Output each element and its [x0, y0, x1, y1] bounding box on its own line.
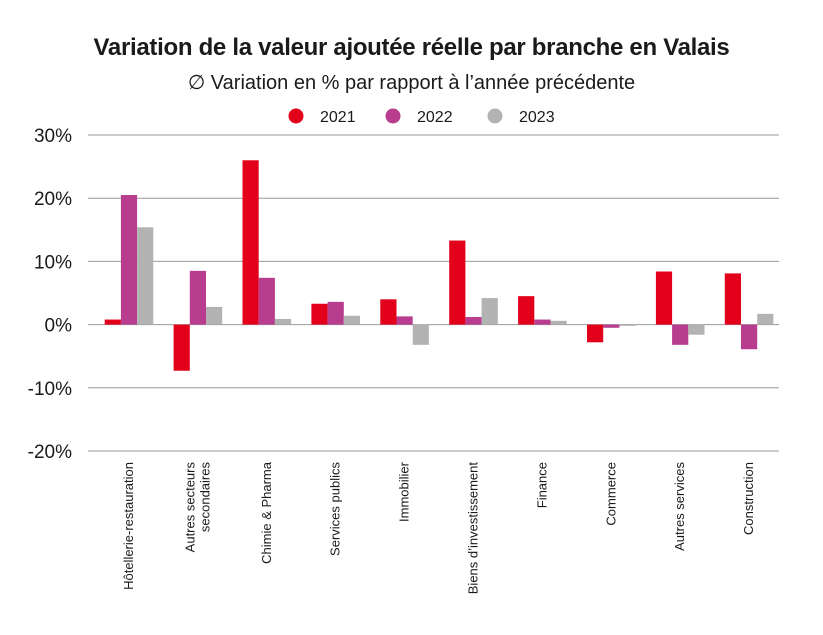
y-axis-ticks: 30% 20% 10% 0% -10% -20%: [28, 126, 72, 463]
bar-2022: [672, 324, 689, 345]
x-category-text: Construction: [741, 462, 756, 535]
x-category-text: Hôtellerie-restauration: [121, 462, 136, 590]
legend-label: 2023: [519, 109, 555, 126]
x-category-label: Construction: [741, 462, 756, 535]
x-category-text: Biens d’investissement: [466, 462, 481, 595]
x-category-label: Immobilier: [397, 461, 412, 522]
y-tick-label: -10%: [28, 379, 72, 400]
bar-2021: [655, 271, 673, 325]
x-axis-categories: Hôtellerie-restauration Autres secteurs se…: [121, 461, 756, 594]
bar-2021: [173, 324, 190, 371]
bar-2023: [412, 324, 429, 345]
bar-2021: [311, 303, 328, 325]
y-tick-label: 30%: [34, 126, 72, 147]
x-category-text: Services publics: [328, 462, 343, 556]
bar-2021: [587, 324, 604, 343]
x-category-text: Chimie & Pharma: [259, 461, 274, 564]
y-tick-label: -20%: [28, 442, 72, 463]
bar-2021: [518, 296, 535, 325]
bar-2023: [550, 320, 567, 325]
bar-2022: [465, 317, 482, 325]
bar-2023: [206, 306, 223, 325]
bars: [104, 160, 774, 371]
chart-subtitle: ∅ Variation en % par rapport à l’année p…: [187, 72, 636, 94]
bar-2023: [343, 315, 360, 325]
x-category-label: Autres secteurs secondaires: [182, 462, 212, 553]
bar-2021: [724, 273, 741, 325]
x-category-label: Hôtellerie-restauration: [121, 462, 136, 590]
legend: 2021 2022 2023: [288, 108, 555, 126]
x-category-text: Finance: [534, 462, 549, 508]
chart-title: Variation de la valeur ajoutée réelle pa…: [93, 34, 730, 61]
legend-label: 2022: [417, 109, 453, 126]
bar-2021: [242, 160, 259, 325]
bar-2022: [189, 270, 206, 325]
y-tick-label: 10%: [34, 252, 72, 273]
bar-2022: [741, 324, 758, 350]
bar-2023: [137, 227, 154, 325]
legend-label: 2021: [320, 109, 356, 126]
x-category-label: Commerce: [603, 462, 618, 526]
x-category-label: Services publics: [328, 462, 343, 556]
legend-marker-2022: [385, 108, 401, 124]
x-category-label: Finance: [534, 462, 549, 508]
x-category-text: Autres services: [672, 462, 687, 551]
bar-2022: [396, 316, 413, 325]
bar-2023: [274, 318, 292, 325]
bar-2021: [380, 299, 397, 325]
bar-2021: [449, 240, 466, 325]
bar-2022: [603, 324, 620, 328]
y-tick-label: 20%: [34, 189, 72, 210]
x-category-label: Biens d’investissement: [466, 462, 481, 595]
x-category-label: Autres services: [672, 462, 687, 551]
y-tick-label: 0%: [45, 316, 73, 337]
bar-2022: [258, 277, 275, 325]
bar-2022: [327, 301, 344, 325]
bar-2023: [757, 313, 774, 325]
bar-2023: [481, 298, 498, 325]
x-category-label: Chimie & Pharma: [259, 461, 274, 564]
x-category-text: secondaires: [197, 462, 212, 533]
x-category-text: Commerce: [603, 462, 618, 526]
bar-2023: [688, 324, 705, 335]
legend-marker-2023: [487, 108, 503, 124]
legend-marker-2021: [288, 108, 304, 124]
x-category-text: Immobilier: [397, 461, 412, 522]
bar-2022: [534, 319, 551, 325]
bar-2023: [619, 324, 636, 326]
bar-2022: [120, 195, 138, 325]
bar-2021: [104, 319, 121, 325]
x-category-text: Autres secteurs: [182, 462, 197, 553]
